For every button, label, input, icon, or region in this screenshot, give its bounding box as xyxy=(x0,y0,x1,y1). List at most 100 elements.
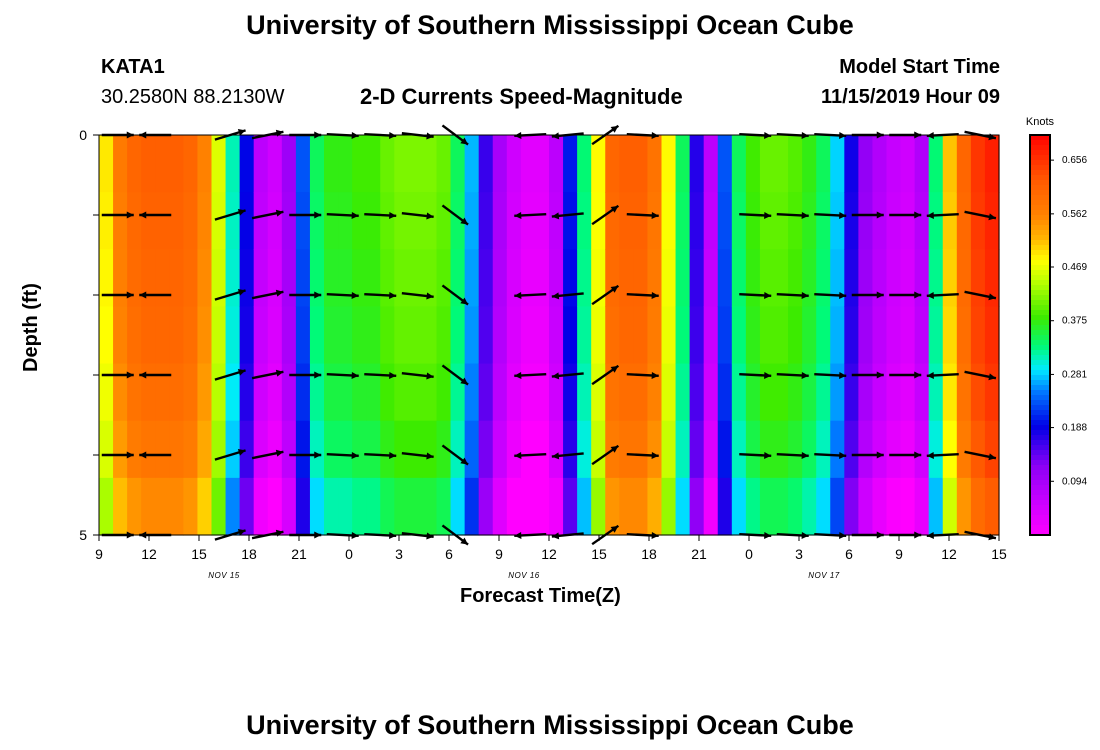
heatmap-cell xyxy=(464,249,480,308)
current-arrow xyxy=(251,289,284,300)
heatmap-cell xyxy=(155,135,170,193)
heatmap-cell xyxy=(647,192,663,250)
heatmap-cell xyxy=(450,249,466,308)
heatmap-cell xyxy=(380,135,395,193)
x-tick-label: 18 xyxy=(641,546,657,562)
heatmap-cell xyxy=(914,192,930,250)
heatmap-cell xyxy=(591,306,606,365)
colorbar-cell xyxy=(1030,165,1050,171)
heatmap-cell xyxy=(942,306,958,365)
colorbar-cell xyxy=(1030,495,1050,501)
colorbar-cell xyxy=(1030,530,1050,536)
heatmap-cell xyxy=(380,420,395,479)
heatmap-cell xyxy=(830,306,845,365)
heatmap-cell xyxy=(141,249,156,308)
x-tick-label: 18 xyxy=(241,546,257,562)
heatmap-cell xyxy=(520,420,536,479)
current-arrow xyxy=(591,204,620,226)
heatmap-cell xyxy=(309,192,325,250)
heatmap-cell xyxy=(759,477,775,536)
current-arrow xyxy=(401,212,434,220)
colorbar: Knots 0.656 0.562 0.469 0.375 0.281 0.188 0.094 xyxy=(1026,116,1087,536)
heatmap-cell xyxy=(324,135,339,193)
heatmap-cell xyxy=(380,306,395,365)
heatmap-cell xyxy=(366,135,381,193)
heatmap-cell xyxy=(127,420,142,479)
colorbar-cell xyxy=(1030,360,1050,366)
heatmap-cell xyxy=(759,192,775,250)
heatmap-cell xyxy=(281,477,297,536)
heatmap-cell xyxy=(802,192,817,250)
heatmap-cell xyxy=(844,249,859,308)
x-tick-label: 21 xyxy=(691,546,707,562)
colorbar-cell xyxy=(1030,365,1050,371)
heatmap-cell xyxy=(970,477,986,536)
heatmap-cell xyxy=(731,363,747,422)
heatmap-cell xyxy=(506,135,522,193)
heatmap-cell xyxy=(281,249,297,308)
current-arrow xyxy=(214,209,246,221)
heatmap-cell xyxy=(394,477,409,536)
heatmap-cell xyxy=(633,306,649,365)
heatmap-cell xyxy=(675,192,691,250)
heatmap-cell xyxy=(394,306,409,365)
heatmap-cell xyxy=(675,249,691,308)
heatmap-cell xyxy=(619,306,634,365)
heatmap-cell xyxy=(970,135,986,193)
heatmap-cell xyxy=(183,192,199,250)
heatmap-cell xyxy=(324,420,339,479)
heatmap-cell xyxy=(506,363,522,422)
heatmap-cell xyxy=(492,249,508,308)
heatmap-cell xyxy=(211,306,227,365)
colorbar-cell xyxy=(1030,295,1050,301)
heatmap-cell xyxy=(942,477,958,536)
current-arrow xyxy=(926,211,959,219)
colorbar-cell xyxy=(1030,145,1050,151)
heatmap-cell xyxy=(788,363,803,422)
colorbar-cell xyxy=(1030,325,1050,331)
colorbar-cell xyxy=(1030,485,1050,491)
colorbar-cell xyxy=(1030,385,1050,391)
heatmap-cell xyxy=(211,192,227,250)
colorbar-cell xyxy=(1030,455,1050,461)
heatmap-cell xyxy=(661,135,677,193)
current-arrow xyxy=(551,452,584,460)
heatmap-cell xyxy=(211,477,227,536)
colorbar-cell xyxy=(1030,460,1050,466)
heatmap-cell xyxy=(478,363,494,422)
heatmap-cell xyxy=(788,249,803,308)
heatmap-cell xyxy=(900,192,916,250)
heatmap-cell xyxy=(295,249,311,308)
heatmap-cell xyxy=(324,306,339,365)
colorbar-cell xyxy=(1030,235,1050,241)
heatmap-cell xyxy=(816,477,831,536)
colorbar-cell xyxy=(1030,205,1050,211)
heatmap-cell xyxy=(717,249,733,308)
heatmap-cell xyxy=(788,477,803,536)
heatmap-cell xyxy=(141,477,156,536)
heatmap-cell xyxy=(366,420,381,479)
y-axis-label: Depth (ft) xyxy=(20,283,42,372)
heatmap-cell xyxy=(816,135,831,193)
heatmap-cell xyxy=(506,306,522,365)
heatmap-cell xyxy=(788,306,803,365)
heatmap-cell xyxy=(450,192,466,250)
colorbar-cell xyxy=(1030,350,1050,356)
heatmap-cell xyxy=(492,192,508,250)
heatmap-cell xyxy=(774,477,789,536)
current-arrow xyxy=(776,291,809,299)
heatmap-cell xyxy=(858,420,874,479)
heatmap-cell xyxy=(689,363,705,422)
heatmap-cell xyxy=(816,363,831,422)
heatmap-cell xyxy=(141,363,156,422)
colorbar-cell xyxy=(1030,260,1050,266)
heatmap-cell xyxy=(844,420,859,479)
heatmap-cell xyxy=(717,363,733,422)
heatmap-cell xyxy=(858,249,874,308)
heatmap-cell xyxy=(745,477,761,536)
heatmap-cell xyxy=(225,192,241,250)
current-arrow xyxy=(551,212,584,220)
heatmap-cell xyxy=(436,363,452,422)
heatmap-cell xyxy=(478,135,494,193)
x-tick-label: 21 xyxy=(291,546,307,562)
